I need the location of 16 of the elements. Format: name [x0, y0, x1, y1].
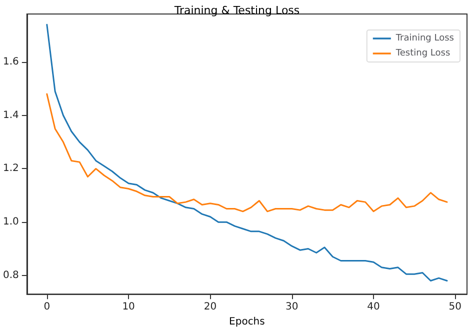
y-tick-label: 1.2: [2, 163, 19, 174]
x-tick-label: 50: [448, 302, 462, 313]
x-tick-label: 30: [285, 302, 298, 313]
x-tick-label: 10: [122, 302, 135, 313]
x-tick-label: 20: [204, 302, 217, 313]
chart-title: Training & Testing Loss: [173, 4, 300, 17]
y-tick-label: 1.4: [2, 110, 19, 121]
legend-label: Training Loss: [394, 34, 454, 44]
legend-label: Testing Loss: [394, 48, 450, 58]
x-tick-label: 0: [44, 302, 50, 313]
y-tick-label: 0.8: [2, 270, 19, 281]
y-tick-label: 1.0: [2, 216, 19, 228]
y-tick-label: 1.6: [2, 56, 19, 68]
x-tick-label: 40: [367, 302, 380, 313]
line-series: [46, 93, 448, 212]
x-axis-title: Epochs: [229, 316, 265, 328]
